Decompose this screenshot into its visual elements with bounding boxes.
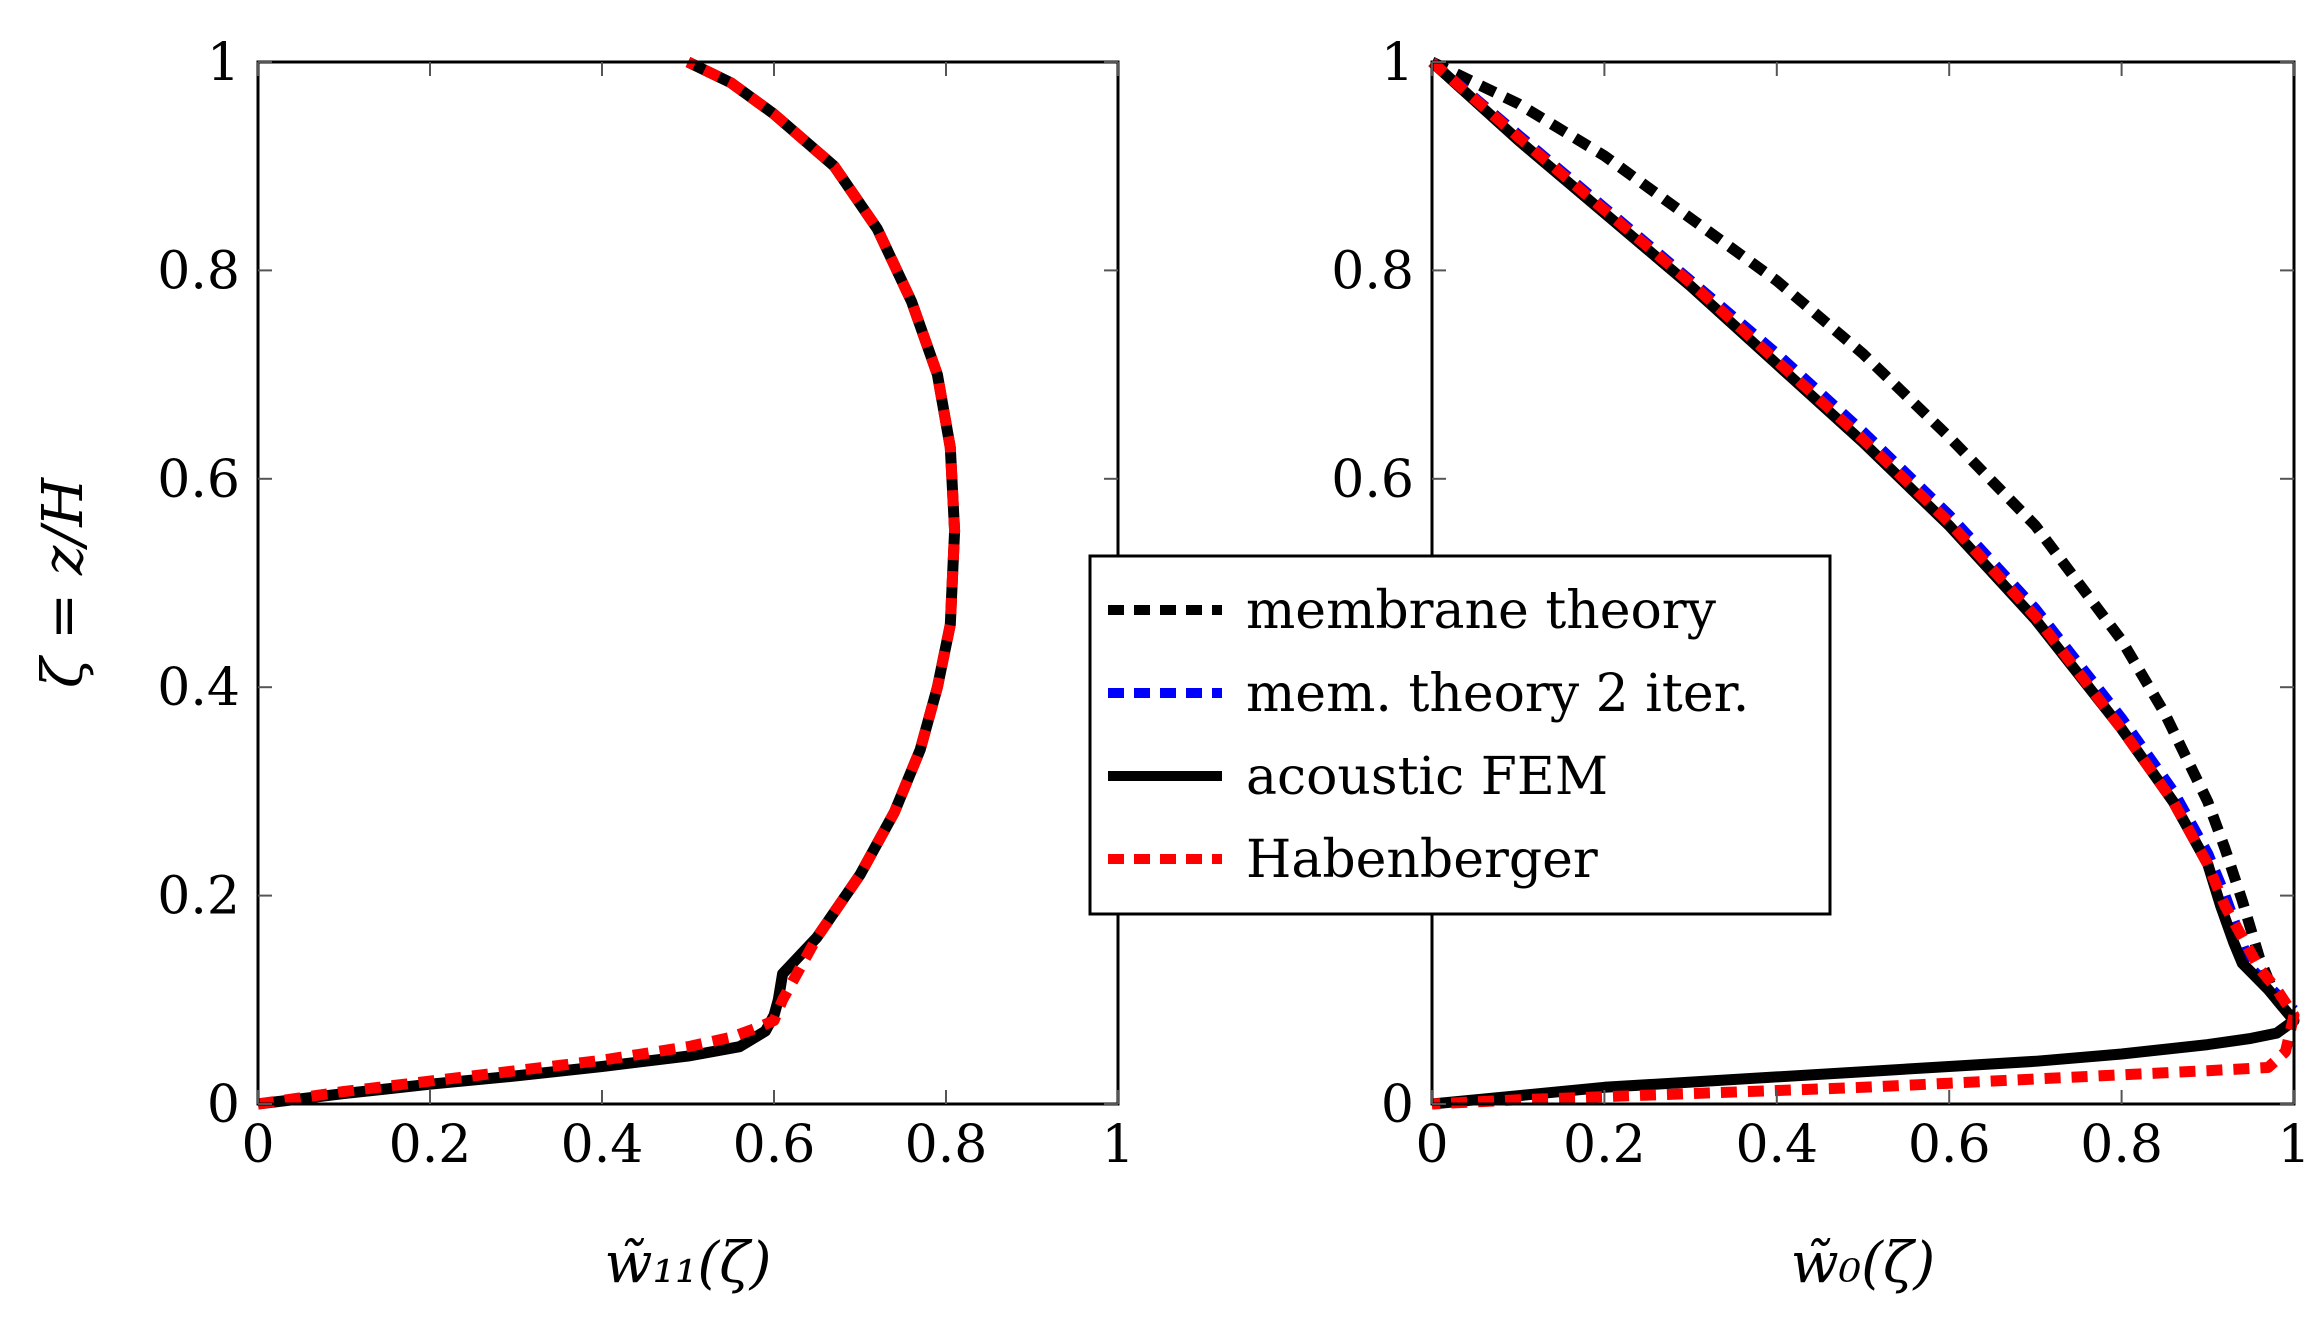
left-series-fem xyxy=(257,57,961,1110)
legend-label-habenberger: Habenberger xyxy=(1246,830,1598,890)
right-x-tick-label: 0 xyxy=(1415,1115,1448,1175)
legend-box xyxy=(1088,554,1832,916)
legend-entry-fem: acoustic FEM xyxy=(1108,747,1608,807)
left-y-tick-label: 0.6 xyxy=(157,450,240,510)
right-series-membrane xyxy=(1429,57,2299,1025)
left-x-tick-label: 0.8 xyxy=(905,1115,988,1175)
left-x-tick-label: 1 xyxy=(1101,1115,1134,1175)
left-ticks: 0 0.2 0.4 0.6 0.8 1 0 0.2 0.4 0.6 0.8 1 xyxy=(157,33,1134,1175)
left-x-tick-label: 0.6 xyxy=(733,1115,816,1175)
legend-label-fem: acoustic FEM xyxy=(1246,747,1608,807)
legend: membrane theory mem. theory 2 iter. acou… xyxy=(1088,554,1832,916)
right-x-tick-label: 0.2 xyxy=(1563,1115,1646,1175)
left-y-tick-label: 0.4 xyxy=(157,658,240,718)
left-plot-frame xyxy=(256,60,1120,1106)
right-x-tick-label: 0.4 xyxy=(1735,1115,1818,1175)
legend-label-membrane: membrane theory xyxy=(1246,581,1717,641)
right-x-tick-label: 0.8 xyxy=(2080,1115,2163,1175)
left-y-tick-label: 0.8 xyxy=(157,241,240,301)
legend-entry-habenberger: Habenberger xyxy=(1108,830,1598,890)
left-x-axis-label: w̃₁₁(ζ) xyxy=(605,1231,772,1296)
left-x-tick-label: 0 xyxy=(241,1115,274,1175)
legend-label-mem2: mem. theory 2 iter. xyxy=(1246,664,1749,724)
left-series xyxy=(257,57,961,1110)
left-y-tick-label: 1 xyxy=(207,33,240,93)
legend-entry-membrane: membrane theory xyxy=(1108,581,1717,641)
left-y-tick-label: 0.2 xyxy=(157,867,240,927)
chart-left: 0 0.2 0.4 0.6 0.8 1 0 0.2 0.4 0.6 0.8 1 w̃₁₁(ζ) ζ =… xyxy=(31,33,1135,1296)
right-x-tick-label: 1 xyxy=(2277,1115,2310,1175)
right-y-tick-label: 0.6 xyxy=(1331,450,1414,510)
right-y-tick-label: 0 xyxy=(1381,1075,1414,1135)
right-x-tick-label: 0.6 xyxy=(1908,1115,1991,1175)
right-series xyxy=(1428,57,2300,1110)
legend-entry-mem2: mem. theory 2 iter. xyxy=(1108,664,1749,724)
left-x-tick-label: 0.4 xyxy=(561,1115,644,1175)
left-series-habenberger xyxy=(257,57,961,1110)
left-x-tick-label: 0.2 xyxy=(389,1115,472,1175)
right-y-tick-label: 1 xyxy=(1381,33,1414,93)
left-y-axis-label: ζ = z/H xyxy=(31,477,96,688)
right-y-tick-label: 0.8 xyxy=(1331,241,1414,301)
left-y-tick-label: 0 xyxy=(207,1075,240,1135)
right-series-habenberger xyxy=(1428,57,2300,1110)
right-x-axis-label: w̃₀(ζ) xyxy=(1791,1231,1935,1296)
